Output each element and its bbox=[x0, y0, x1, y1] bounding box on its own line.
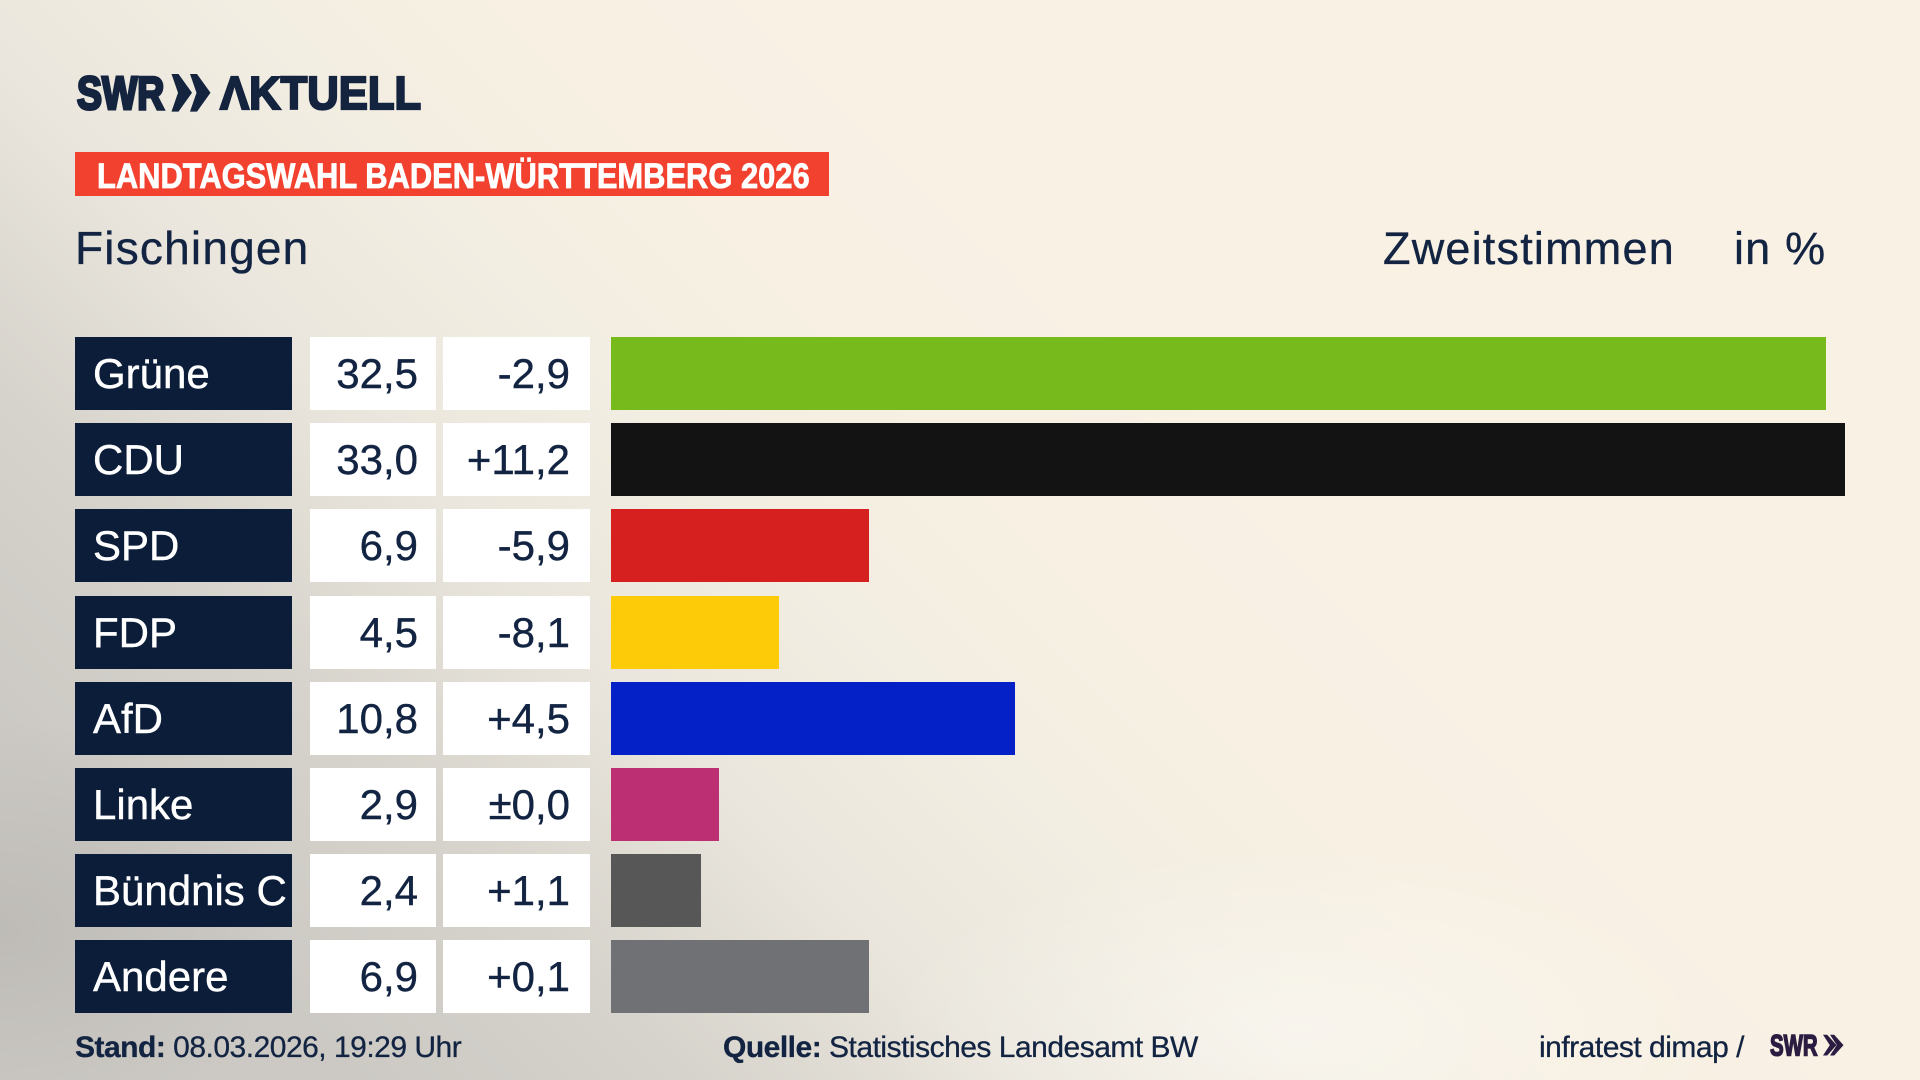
svg-text:ΛKTUELL: ΛKTUELL bbox=[220, 67, 421, 120]
svg-text:SWR: SWR bbox=[1770, 1030, 1818, 1063]
svg-text:SWR: SWR bbox=[77, 67, 164, 119]
